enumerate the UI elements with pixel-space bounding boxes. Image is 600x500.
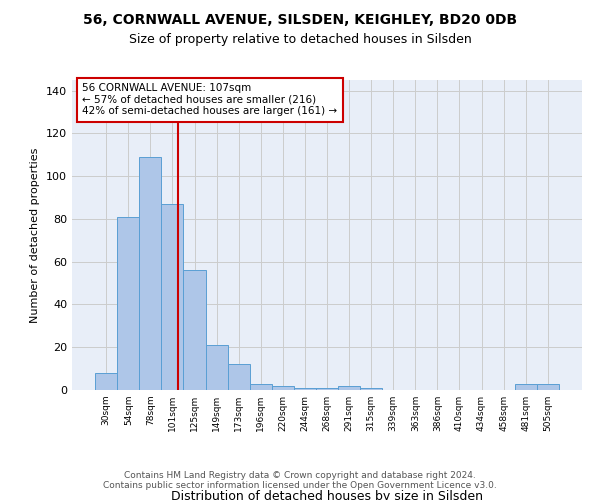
Bar	[95, 373, 117, 390]
Bar	[360, 388, 382, 390]
Y-axis label: Number of detached properties: Number of detached properties	[31, 148, 40, 322]
Text: 56 CORNWALL AVENUE: 107sqm
← 57% of detached houses are smaller (216)
42% of sem: 56 CORNWALL AVENUE: 107sqm ← 57% of deta…	[82, 83, 337, 116]
Bar	[139, 157, 161, 390]
Bar	[515, 384, 537, 390]
Bar	[161, 204, 184, 390]
X-axis label: Distribution of detached houses by size in Silsden: Distribution of detached houses by size …	[171, 490, 483, 500]
Text: Contains HM Land Registry data © Crown copyright and database right 2024.
Contai: Contains HM Land Registry data © Crown c…	[103, 470, 497, 490]
Bar	[206, 345, 227, 390]
Text: Size of property relative to detached houses in Silsden: Size of property relative to detached ho…	[128, 32, 472, 46]
Bar	[316, 388, 338, 390]
Bar	[537, 384, 559, 390]
Bar	[294, 388, 316, 390]
Bar	[272, 386, 294, 390]
Bar	[184, 270, 206, 390]
Text: 56, CORNWALL AVENUE, SILSDEN, KEIGHLEY, BD20 0DB: 56, CORNWALL AVENUE, SILSDEN, KEIGHLEY, …	[83, 12, 517, 26]
Bar	[117, 217, 139, 390]
Bar	[227, 364, 250, 390]
Bar	[338, 386, 360, 390]
Bar	[250, 384, 272, 390]
